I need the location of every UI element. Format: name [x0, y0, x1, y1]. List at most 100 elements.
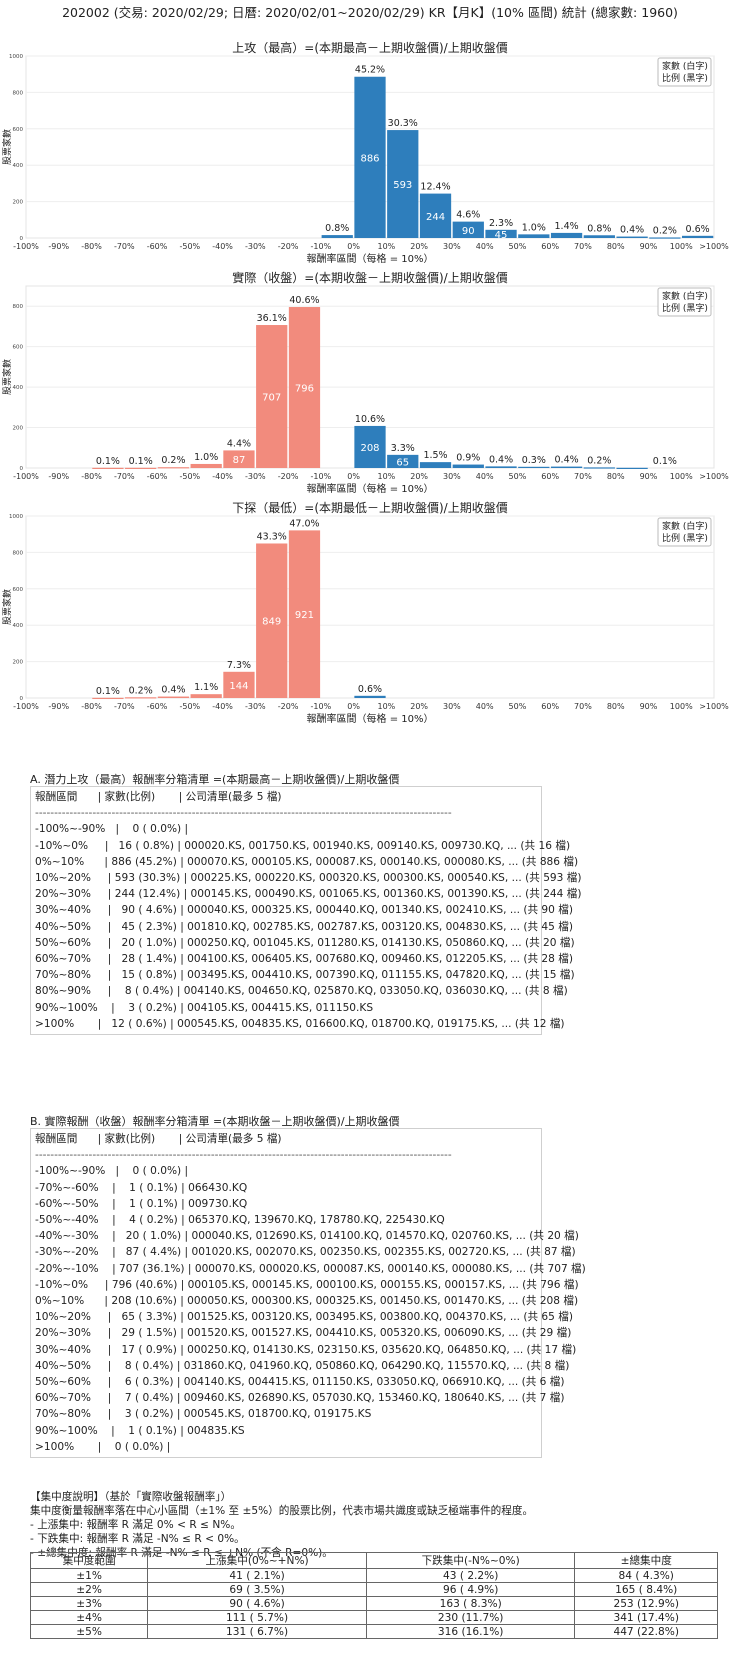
- x-tick-label: -60%: [147, 702, 168, 711]
- x-tick-label: 30%: [443, 242, 461, 251]
- table-cell: ±3%: [29, 1596, 149, 1611]
- x-tick-label: -10%: [311, 702, 332, 711]
- bar-percent-label: 0.8%: [325, 223, 349, 234]
- list-b-row: >100% | 0 ( 0.0%) |: [35, 1440, 171, 1453]
- page-title: 202002 (交易: 2020/02/29; 日曆: 2020/02/01~2…: [62, 5, 678, 20]
- bar: [288, 530, 321, 698]
- legend-ratio-label: 比例 (黑字): [662, 72, 708, 84]
- x-axis-label: 報酬率區間（每格 = 10%）: [307, 252, 434, 265]
- table-cell: 84 ( 4.3%): [574, 1568, 718, 1583]
- bar-percent-label: 1.1%: [194, 682, 218, 693]
- table-cell: 341 (17.4%): [574, 1610, 718, 1625]
- table-row: ±1% 41 ( 2.1%) 43 ( 2.2%) 84 ( 4.3%): [29, 1568, 718, 1583]
- list-b-row: 60%~70% | 7 ( 0.4%) | 009460.KS, 026890.…: [35, 1392, 565, 1405]
- x-tick-label: 40%: [476, 242, 494, 251]
- table-row: ±2% 69 ( 3.5%) 96 ( 4.9%) 165 ( 8.4%): [29, 1582, 718, 1597]
- x-tick-label: -90%: [48, 242, 69, 251]
- legend: 家數 (白字)比例 (黑字): [657, 287, 712, 317]
- bar: [550, 466, 583, 468]
- list-b-row: 90%~100% | 1 ( 0.1%) | 004835.KS: [35, 1424, 245, 1437]
- x-tick-label: 20%: [410, 242, 428, 251]
- list-b-row: 30%~40% | 17 ( 0.9%) | 000250.KQ, 014130…: [35, 1343, 577, 1356]
- list-b-row: -100%~-90% | 0 ( 0.0%) |: [35, 1165, 189, 1178]
- list-b-row: -40%~-30% | 20 ( 1.0%) | 000040.KS, 0126…: [35, 1230, 579, 1243]
- list-b-row: -70%~-60% | 1 ( 0.1%) | 066430.KQ: [35, 1181, 248, 1194]
- x-tick-label: 70%: [574, 702, 592, 711]
- x-tick-label: 60%: [541, 702, 559, 711]
- y-tick-label: 400: [13, 163, 24, 169]
- x-tick-label: 90%: [640, 702, 658, 711]
- bar: [125, 467, 157, 469]
- bar-percent-label: 45.2%: [355, 65, 385, 76]
- table-row: ±5% 131 ( 6.7%) 316 (16.1%) 447 (22.8%): [29, 1624, 718, 1639]
- legend-ratio-label: 比例 (黑字): [662, 302, 708, 314]
- list-a-row: 60%~70% | 28 ( 1.4%) | 004100.KS, 006405…: [35, 953, 573, 966]
- bar-percent-label: 0.8%: [587, 223, 611, 234]
- x-tick-label: 40%: [476, 472, 494, 481]
- x-tick-label: -80%: [81, 242, 102, 251]
- table-header-cell: 集中度範圍: [29, 1552, 149, 1569]
- bar: [616, 467, 648, 469]
- x-axis-label: 報酬率區間（每格 = 10%）: [307, 482, 434, 495]
- bar-percent-label: 4.6%: [456, 210, 480, 221]
- table-cell: 230 (11.7%): [365, 1610, 576, 1625]
- table-row: ±3% 90 ( 4.6%) 163 ( 8.3%) 253 (12.9%): [29, 1596, 718, 1611]
- x-tick-label: >100%: [699, 242, 729, 251]
- list-b-separator: ----------------------------------------…: [35, 1149, 452, 1162]
- y-tick-label: 1000: [9, 514, 23, 520]
- list-b-header: 報酬區間 | 家數(比例) | 公司清單(最多 5 檔): [35, 1133, 282, 1145]
- y-tick-label: 600: [13, 127, 24, 133]
- x-tick-label: 0%: [347, 702, 360, 711]
- bar: [256, 325, 288, 468]
- list-b-row: 0%~10% | 208 (10.6%) | 000050.KS, 000300…: [35, 1295, 579, 1308]
- bar-percent-label: 12.4%: [420, 182, 450, 193]
- concentration-line: - 上漲集中: 報酬率 R 滿足 0% < R ≤ N%。: [30, 1519, 241, 1531]
- y-tick-label: 0: [20, 466, 24, 472]
- x-tick-label: -100%: [13, 702, 39, 711]
- bar-percent-label: 4.4%: [227, 438, 251, 449]
- x-tick-label: 100%: [670, 702, 693, 711]
- y-tick-label: 800: [13, 550, 24, 556]
- list-a-row: 80%~90% | 8 ( 0.4%) | 004140.KS, 004650.…: [35, 985, 568, 998]
- x-tick-label: 90%: [640, 472, 658, 481]
- bar: [485, 229, 517, 238]
- bar-percent-label: 36.1%: [257, 313, 287, 324]
- table-header-row: 集中度範圍 上漲集中(0%~+N%) 下跌集中(-N%~0%) ±總集中度: [29, 1552, 718, 1569]
- list-a-row: 30%~40% | 90 ( 4.6%) | 000040.KS, 000325…: [35, 904, 573, 917]
- x-tick-label: -10%: [311, 242, 332, 251]
- x-tick-label: -40%: [212, 702, 233, 711]
- concentration-heading: 【集中度說明】（基於「實際收盤報酬率」）: [30, 1491, 232, 1503]
- y-tick-label: 1000: [9, 54, 23, 60]
- list-b: 報酬區間 | 家數(比例) | 公司清單(最多 5 檔) -----------…: [30, 1128, 586, 1459]
- bar-percent-label: 43.3%: [257, 531, 287, 542]
- x-tick-label: 50%: [509, 472, 527, 481]
- y-axis-label: 股票家數: [1, 129, 13, 165]
- x-tick-label: -80%: [81, 472, 102, 481]
- table-cell: 253 (12.9%): [574, 1596, 718, 1611]
- bar-percent-label: 40.6%: [289, 295, 319, 306]
- x-tick-label: 100%: [670, 472, 693, 481]
- bar: [518, 234, 550, 238]
- bar: [190, 694, 222, 698]
- list-b-row: -20%~-10% | 707 (36.1%) | 000070.KS, 000…: [35, 1262, 586, 1275]
- bar: [681, 235, 714, 238]
- list-b-row: -50%~-40% | 4 ( 0.2%) | 065370.KQ, 13967…: [35, 1214, 445, 1227]
- table-cell: 447 (22.8%): [574, 1624, 718, 1639]
- bar: [157, 467, 190, 469]
- bar-percent-label: 2.3%: [489, 218, 513, 229]
- bar: [419, 193, 452, 238]
- bar-percent-label: 1.4%: [555, 221, 579, 232]
- chart-title: 實際（收盤）=(本期收盤－上期收盤價)/上期收盤價: [232, 270, 507, 285]
- list-a-row: -10%~0% | 16 ( 0.8%) | 000020.KS, 001750…: [35, 839, 571, 852]
- x-tick-label: 30%: [443, 702, 461, 711]
- x-tick-label: -70%: [114, 472, 135, 481]
- list-a-row: -100%~-90% | 0 ( 0.0%) |: [35, 823, 189, 836]
- y-tick-label: 400: [13, 623, 24, 629]
- chart-title: 上攻（最高）=(本期最高－上期收盤價)/上期收盤價: [232, 40, 507, 55]
- concentration-line: 集中度衡量報酬率落在中心小區間（±1% 至 ±5%）的股票比例，代表市場共識度或…: [30, 1505, 534, 1517]
- bar: [387, 130, 419, 238]
- chart-panel-high: 0 200 400 600 800 1000 -100% -90% -80% -70% -60% -5…: [0, 36, 740, 266]
- x-tick-label: -60%: [147, 472, 168, 481]
- bar-percent-label: 1.0%: [194, 452, 218, 463]
- y-tick-label: 0: [20, 236, 24, 242]
